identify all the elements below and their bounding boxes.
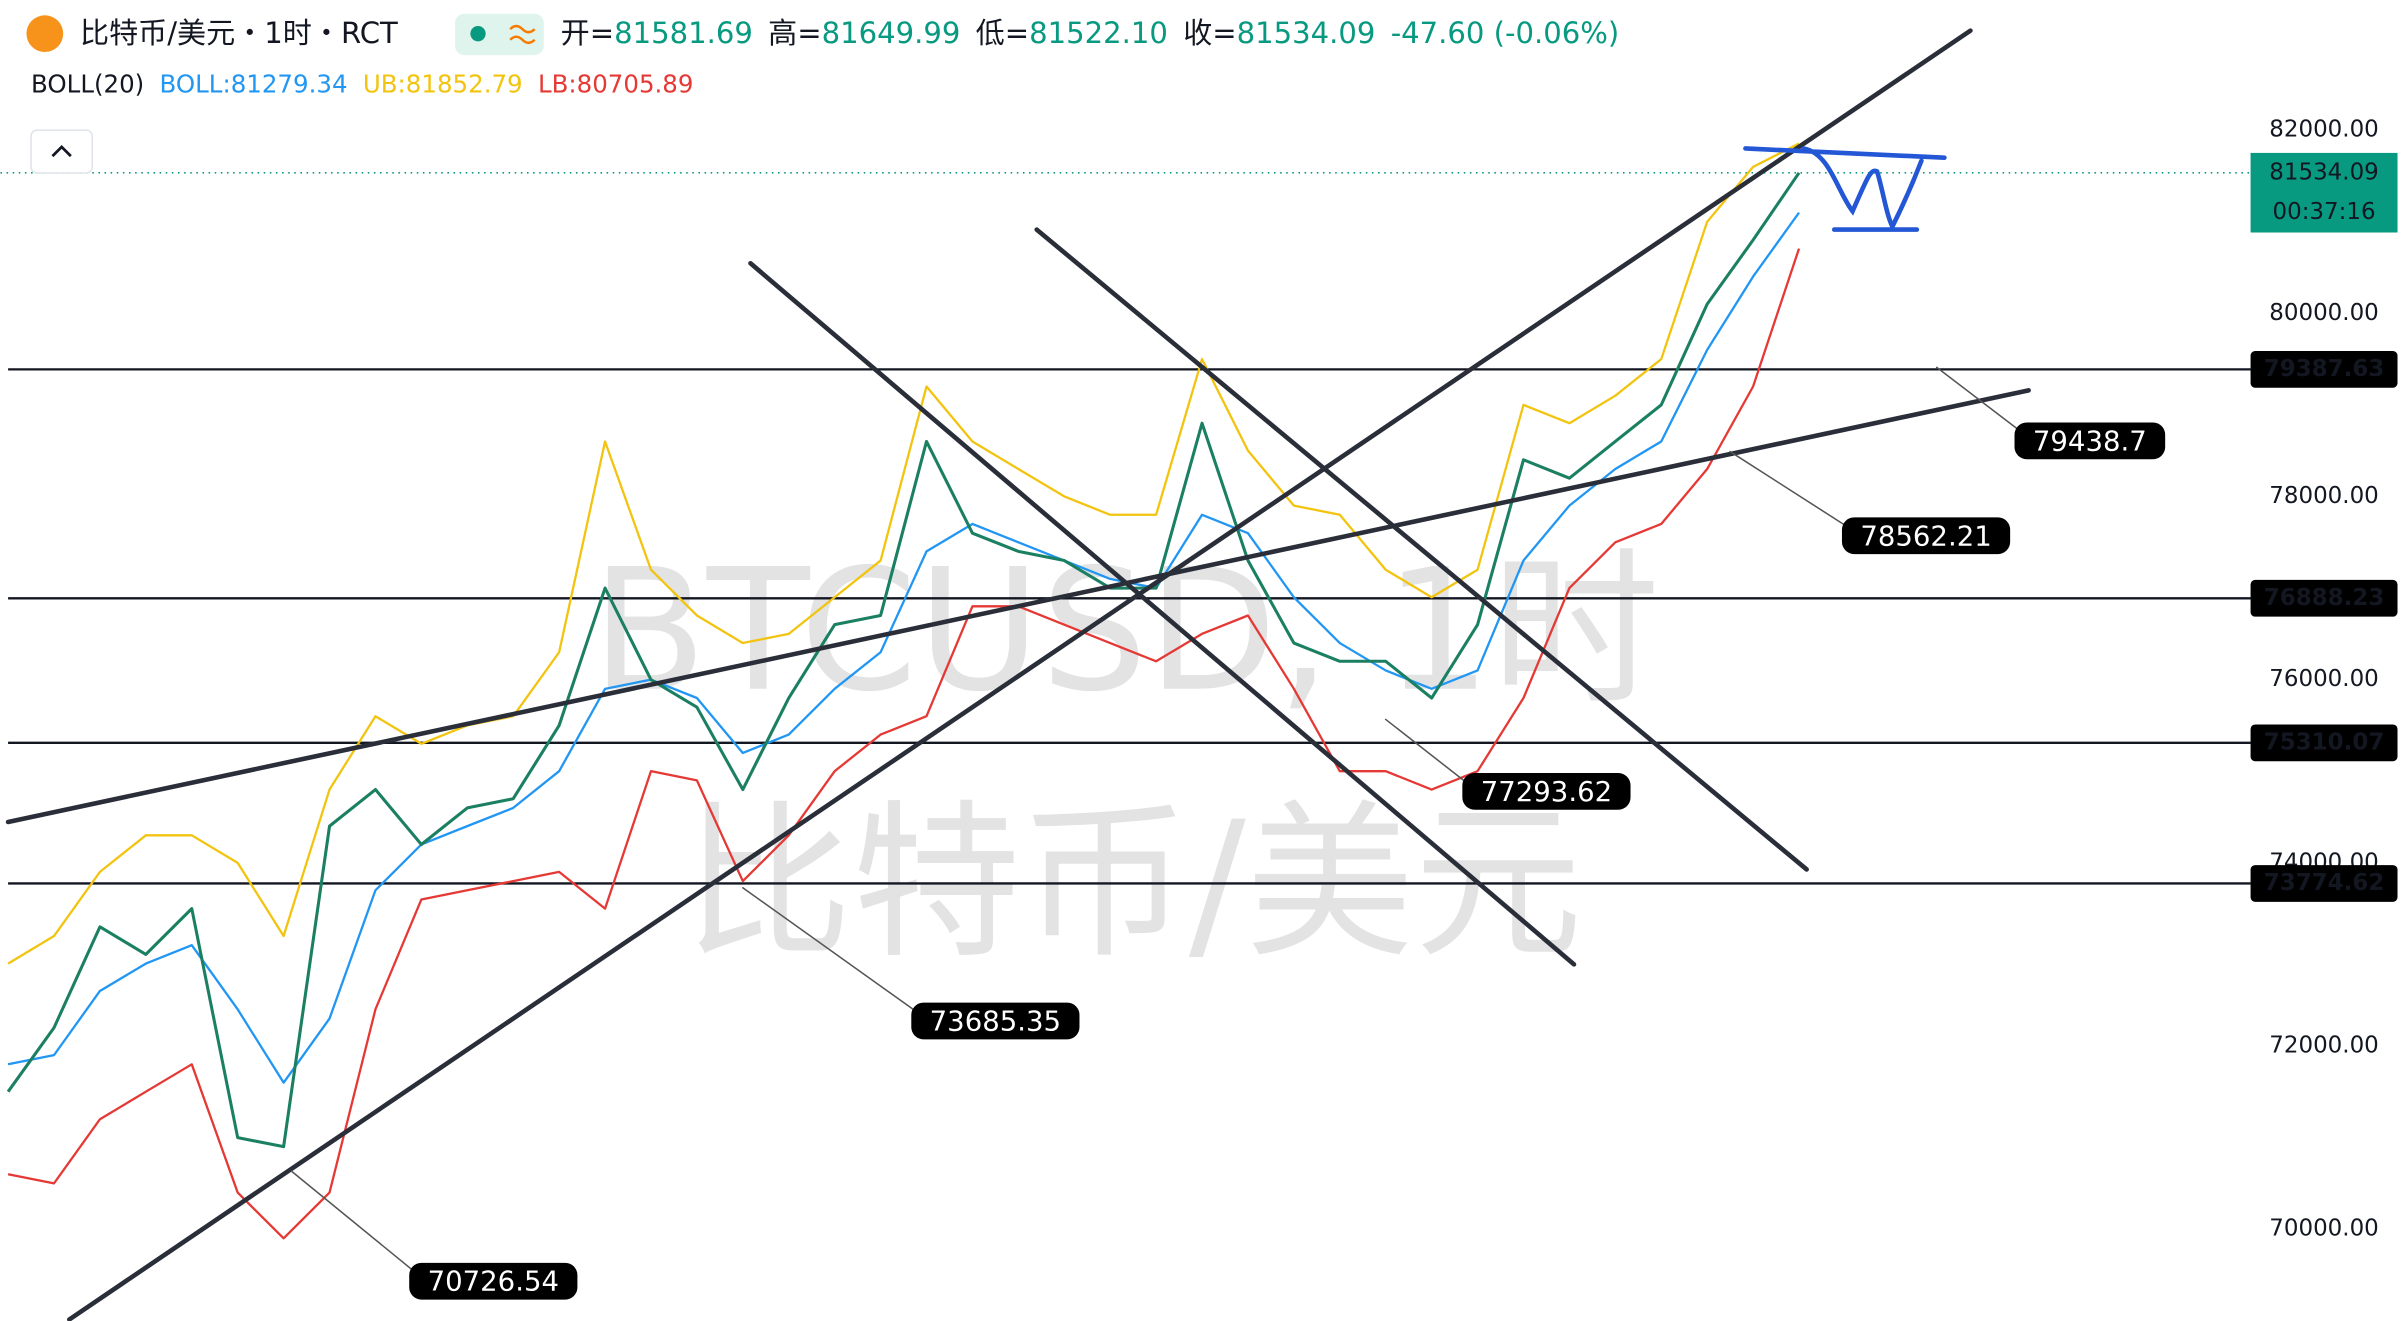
ohlc-value: 81534.09 bbox=[1237, 16, 1376, 50]
trend-line bbox=[748, 260, 1577, 967]
watermark: BTCUSD, 1时 bbox=[591, 533, 1659, 729]
last-price-label: 81534.09 bbox=[2269, 159, 2379, 185]
trend-line bbox=[5, 388, 2031, 825]
y-tick-label: 72000.00 bbox=[2269, 1032, 2379, 1058]
callout-bg bbox=[409, 1262, 578, 1300]
leader-line bbox=[290, 1170, 418, 1275]
trend-line bbox=[67, 28, 1973, 1321]
series-line bbox=[7, 248, 1801, 1240]
callout-bg bbox=[911, 1002, 1080, 1040]
price-label: 75310.07 bbox=[2264, 729, 2385, 755]
price-label-bg bbox=[2250, 724, 2398, 762]
indicator-name: BOLL(20) bbox=[31, 70, 144, 99]
series-line bbox=[7, 142, 1800, 965]
price-label-bg bbox=[2250, 351, 2398, 388]
series-line bbox=[6, 171, 1801, 1149]
ohlc: 开=81581.69 高=81649.99 低=81522.10 收=81534.09… bbox=[561, 16, 1620, 50]
y-tick-label: 76000.00 bbox=[2269, 666, 2379, 692]
boll-upper: UB:81852.79 bbox=[363, 70, 523, 99]
hand-drawing bbox=[1743, 146, 1947, 232]
collapse-icon bbox=[51, 144, 72, 158]
collapse-button[interactable] bbox=[30, 129, 94, 174]
y-tick-label: 82000.00 bbox=[2269, 117, 2379, 143]
callout: 73685.35 bbox=[930, 1006, 1061, 1038]
leader-line bbox=[742, 887, 920, 1015]
ohlc-value: 81522.10 bbox=[1029, 16, 1168, 50]
legend-header: 比特币/美元・1时・RCT 开=81581.69 高=81649.99 低=8152… bbox=[26, 13, 1620, 174]
symbol: 比特币/美元・1时・RCT bbox=[80, 16, 398, 50]
status-dot bbox=[470, 26, 486, 42]
coin-icon bbox=[26, 15, 64, 53]
ohlc-value: 81649.99 bbox=[822, 16, 961, 50]
price-label-bg bbox=[2250, 579, 2398, 617]
price-label: 73774.62 bbox=[2264, 870, 2385, 896]
indicator: BOLL(20) BOLL:81279.34 UB:81852.79 LB:80705… bbox=[31, 70, 693, 99]
drawings bbox=[5, 28, 2031, 1321]
ohlc-value: 81581.69 bbox=[614, 16, 753, 50]
y-tick-label: 80000.00 bbox=[2269, 300, 2379, 326]
boll-basis: BOLL:81279.34 bbox=[160, 70, 348, 99]
callout-bg bbox=[2014, 422, 2166, 460]
leader-line bbox=[1384, 718, 1471, 787]
callout: 70726.54 bbox=[428, 1266, 559, 1298]
ohlc-label: 高= bbox=[768, 16, 821, 50]
leader-line bbox=[1936, 366, 2022, 433]
boll-lower: LB:80705.89 bbox=[538, 70, 694, 99]
change: -47.60 (-0.06%) bbox=[1391, 16, 1620, 50]
ohlc-label: 开= bbox=[561, 16, 614, 50]
leader-line bbox=[1729, 450, 1851, 529]
ohlc-label: 收= bbox=[1183, 16, 1236, 50]
countdown: 00:37:16 bbox=[2272, 199, 2375, 225]
callout: 77293.62 bbox=[1481, 776, 1612, 808]
price-label: 79387.63 bbox=[2264, 356, 2385, 382]
price-label-bg bbox=[2250, 865, 2398, 902]
status-pill bbox=[455, 13, 544, 56]
callout: 79438.7 bbox=[2033, 425, 2147, 457]
callout: 78562.21 bbox=[1860, 520, 1991, 552]
last-price-bg bbox=[2250, 152, 2398, 233]
y-tick-label: 78000.00 bbox=[2269, 483, 2379, 509]
status-icon bbox=[509, 24, 536, 45]
callout-bg bbox=[1462, 773, 1631, 810]
callout-bg bbox=[1841, 517, 2011, 555]
ohlc-label: 低= bbox=[976, 16, 1029, 50]
y-tick-label: 70000.00 bbox=[2269, 1216, 2379, 1242]
trend-line bbox=[1034, 227, 1809, 872]
price-label: 76888.23 bbox=[2264, 585, 2385, 611]
